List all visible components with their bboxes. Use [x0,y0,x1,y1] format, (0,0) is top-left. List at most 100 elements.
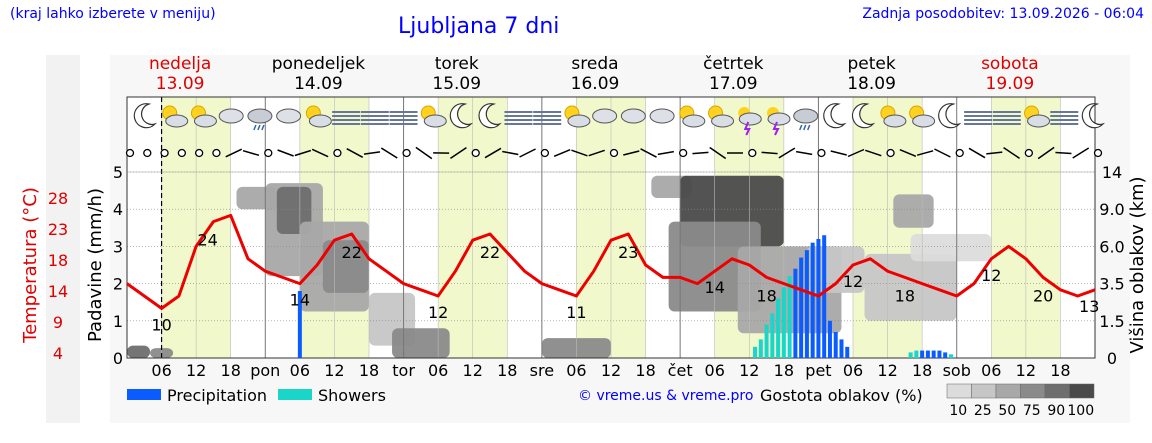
cloud-density-blob [806,246,865,293]
temperature-label: 23 [618,243,638,262]
cloud-density-blob [392,328,450,358]
x-tick: 06 [151,361,171,380]
precipitation-swatch [127,389,161,400]
x-tick: 18 [774,361,794,380]
wind-calm-marker [886,148,895,158]
cloud-height-tick: 3.5 [1099,275,1124,294]
credit-link[interactable]: © vreme.us & vreme.pro [578,388,754,404]
wind-calm-marker [125,148,135,158]
temperature-tick: 28 [48,189,68,208]
wind-barb [657,150,674,156]
rain-cloud-icon [261,124,265,131]
x-tick: tor [392,361,415,380]
plot-border [126,96,1096,359]
cloud-icon [649,108,675,124]
sun-cloud-icon [883,114,907,128]
cloud-icon [218,108,244,124]
thunder-icon [772,121,780,136]
wind-barb [380,147,398,159]
rain-cloud-icon [793,108,819,124]
sun-cloud-icon [165,114,189,128]
precipitation-bar [920,350,925,358]
wind-barb [571,149,588,157]
showers-bar [776,298,781,358]
cloud-density-blob [893,194,934,228]
precipitation-bar [799,257,804,358]
wind-barb [1055,151,1072,155]
temperature-line [126,213,1096,310]
temperature-label: 20 [1033,286,1053,305]
wind-barb [363,151,381,155]
day-name: četrtek [703,54,764,74]
moon-icon [823,103,847,129]
moon-icon [449,103,474,129]
last-updated: Zadnja posodobitev: 13.09.2026 - 06:04 [862,6,1144,22]
x-tick: pet [805,361,831,380]
cloud-icon [592,108,618,124]
showers-bar [787,276,792,358]
day-date: 16.09 [571,74,620,94]
precipitation-axis-label: Padavine (mm/h) [85,188,106,342]
precipitation-bar [931,350,936,358]
wind-barb [865,149,882,157]
x-tick: 18 [912,361,932,380]
cloud-icon [276,108,302,124]
sun-cloud-icon [308,114,332,128]
precipitation-tick: 1 [113,312,123,331]
temperature-tick: 23 [48,220,68,239]
showers-bar [753,346,758,358]
sun-cloud-icon [423,114,447,128]
rain-cloud-icon [803,124,807,131]
x-tick: 18 [497,361,517,380]
precipitation-tick: 0 [113,349,123,368]
sun-cloud-icon [1027,114,1051,128]
wind-barb [1003,147,1020,159]
moon-icon [133,103,158,129]
cloud-density-blob [276,186,312,234]
page-title: Ljubljana 7 dni [398,14,560,39]
density-swatch [1069,383,1095,399]
x-tick: 18 [359,361,379,380]
day-name: sreda [571,54,618,74]
wind-barb [346,148,364,158]
showers-bar [948,354,953,358]
wind-barb [796,150,813,156]
day-name: nedelja [149,54,211,74]
x-tick: 12 [877,361,897,380]
rain-cloud-icon [799,124,803,131]
wind-calm-marker [212,148,221,158]
wind-calm-marker [817,148,826,158]
day-name: torek [435,54,479,74]
wind-barb [830,150,847,156]
x-tick: 12 [186,361,206,380]
temperature-label: 22 [342,243,362,262]
temperature-label: 22 [480,243,500,262]
precipitation-bar [827,320,832,358]
thunder-icon [767,112,791,126]
temperature-label: 11 [566,303,586,322]
sun-cloud-icon [567,114,591,128]
cloud-height-tick: 0 [1107,349,1117,368]
legend-showers: Showers [278,386,386,405]
density-swatch [995,383,1021,399]
precipitation-tick: 5 [113,163,123,182]
cloud-density-title: Gostota oblakov (%) [760,386,923,405]
x-tick: sob [943,361,971,380]
precipitation-tick: 3 [113,237,123,256]
precipitation-bar [816,238,821,358]
precipitation-bar [804,250,809,358]
wind-barb [847,148,865,158]
x-tick: 06 [981,361,1001,380]
location-note-link[interactable]: (kraj lahko izberete v meniju) [10,6,216,22]
temperature-tick: 14 [48,282,68,301]
wind-calm-marker [471,148,480,158]
cloud-height-tick: 6.0 [1099,237,1124,256]
x-tick: 06 [843,361,863,380]
density-value: 100 [1067,403,1094,419]
x-tick: pon [250,361,280,380]
wind-barb [968,147,986,159]
wind-calm-marker [177,148,187,158]
x-tick: 12 [324,361,344,380]
wind-calm-marker [955,148,964,158]
temperature-label: 10 [151,315,171,334]
